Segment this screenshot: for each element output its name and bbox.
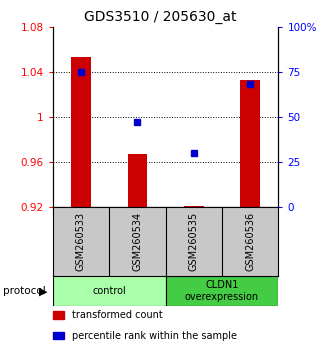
Text: percentile rank within the sample: percentile rank within the sample <box>72 331 237 341</box>
Text: GDS3510 / 205630_at: GDS3510 / 205630_at <box>84 10 236 24</box>
Text: GSM260533: GSM260533 <box>76 212 86 271</box>
Bar <box>166 276 278 306</box>
Bar <box>71 57 91 207</box>
Bar <box>184 206 204 207</box>
Text: transformed count: transformed count <box>72 310 163 320</box>
Bar <box>240 80 260 207</box>
Bar <box>53 276 166 306</box>
Text: GSM260536: GSM260536 <box>245 212 255 271</box>
Text: ▶: ▶ <box>39 286 47 296</box>
Text: protocol: protocol <box>3 286 46 296</box>
Bar <box>128 154 147 207</box>
Text: control: control <box>92 286 126 296</box>
Text: CLDN1
overexpression: CLDN1 overexpression <box>185 280 259 302</box>
Text: GSM260535: GSM260535 <box>189 212 199 271</box>
Text: GSM260534: GSM260534 <box>132 212 142 271</box>
